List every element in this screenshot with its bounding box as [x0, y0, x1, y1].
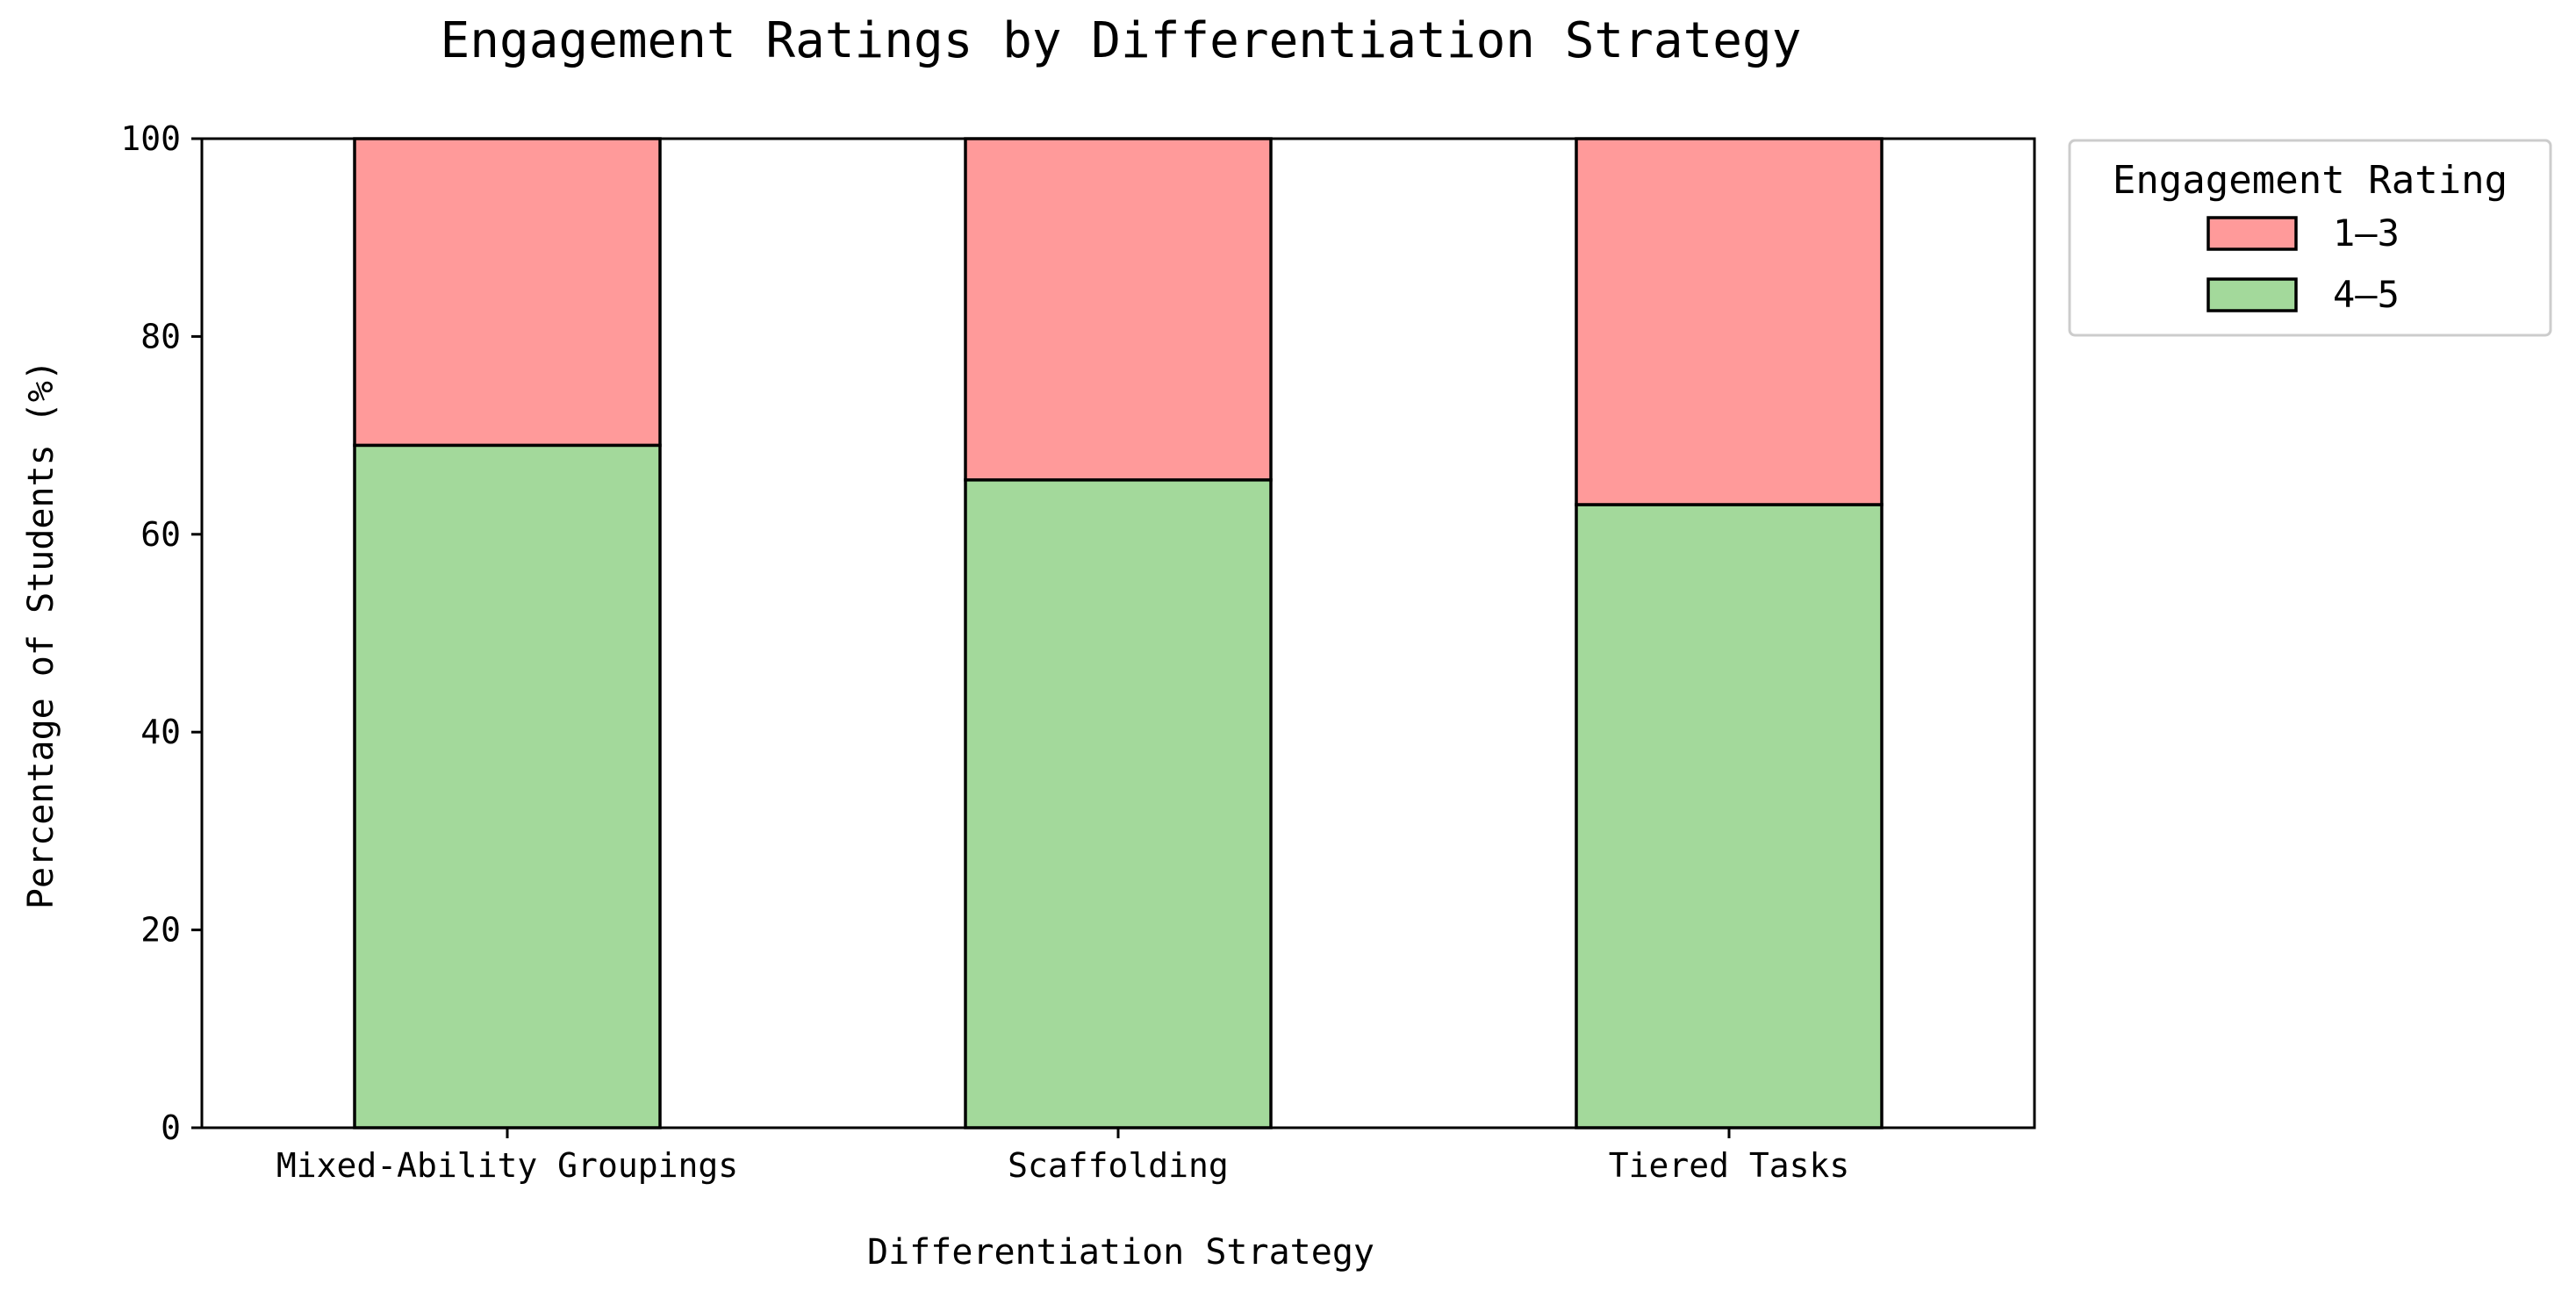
y-tick-label: 60 — [140, 515, 181, 554]
y-axis-label: Percentage of Students (%) — [21, 360, 61, 909]
x-axis-label: Differentiation Strategy — [867, 1232, 1374, 1273]
legend-box — [2068, 139, 2552, 337]
legend: Engagement Rating 1–3 4–5 — [2068, 139, 2552, 337]
x-tick-label: Scaffolding — [1008, 1146, 1229, 1185]
legend-title: Engagement Rating — [2113, 158, 2508, 203]
y-tick-label: 0 — [161, 1108, 181, 1147]
bar-segment — [964, 478, 1273, 1129]
plot-area: 0 20 40 60 80 100 Mixed-Ability Groupings Scaff… — [120, 119, 2036, 1185]
legend-swatch — [2206, 216, 2298, 251]
y-tick-label: 20 — [140, 911, 181, 950]
legend-label: 4–5 — [2333, 273, 2400, 316]
y-tick-label: 40 — [140, 713, 181, 751]
x-tick-label: Mixed-Ability Groupings — [276, 1146, 738, 1185]
x-tick-label: Tiered Tasks — [1609, 1146, 1850, 1185]
y-tick-label: 100 — [120, 119, 181, 158]
bar-segment — [353, 443, 662, 1129]
legend-swatch — [2206, 277, 2298, 312]
bar-segment — [1575, 503, 1884, 1129]
bar-segment — [964, 137, 1273, 482]
bar-segment — [1575, 137, 1884, 506]
legend-label: 1–3 — [2333, 212, 2400, 255]
bar-segment — [353, 137, 662, 448]
chart-title: Engagement Ratings by Differentiation St… — [441, 12, 1802, 69]
y-tick-label: 80 — [140, 317, 181, 355]
